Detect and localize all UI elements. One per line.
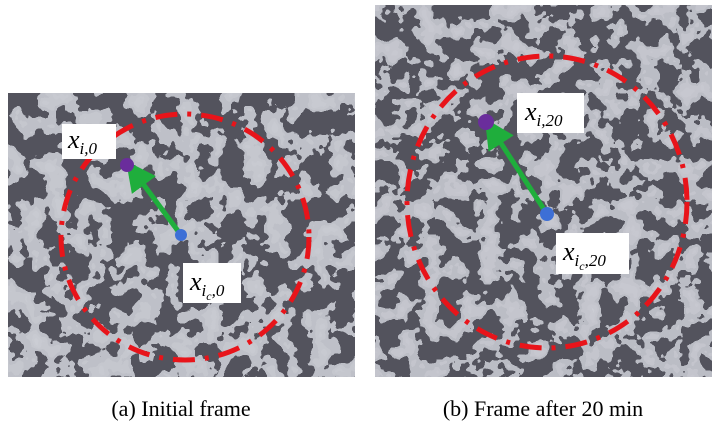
base: x [67,125,80,154]
sub-tail: ,20 [585,251,607,270]
point-dot [478,114,494,130]
panel-b: xi,20 xic,20 [375,5,712,377]
caption: (a) Initial frame [111,396,250,421]
point-dot [120,158,134,172]
center-dot [540,207,554,221]
sub: i,20 [537,111,563,130]
photo [375,5,712,377]
base: x [189,267,202,296]
center-dot [175,229,187,241]
base: x [562,237,575,266]
sub: i,0 [80,139,98,158]
base: x [524,97,537,126]
sub-tail: ,0 [212,281,225,300]
figure: xi,0 xic,0 xi,20 xic,20 (a) Initial fram… [0,0,712,432]
panel-a: xi,0 xic,0 [8,93,355,377]
caption: (b) Frame after 20 min [443,396,643,421]
